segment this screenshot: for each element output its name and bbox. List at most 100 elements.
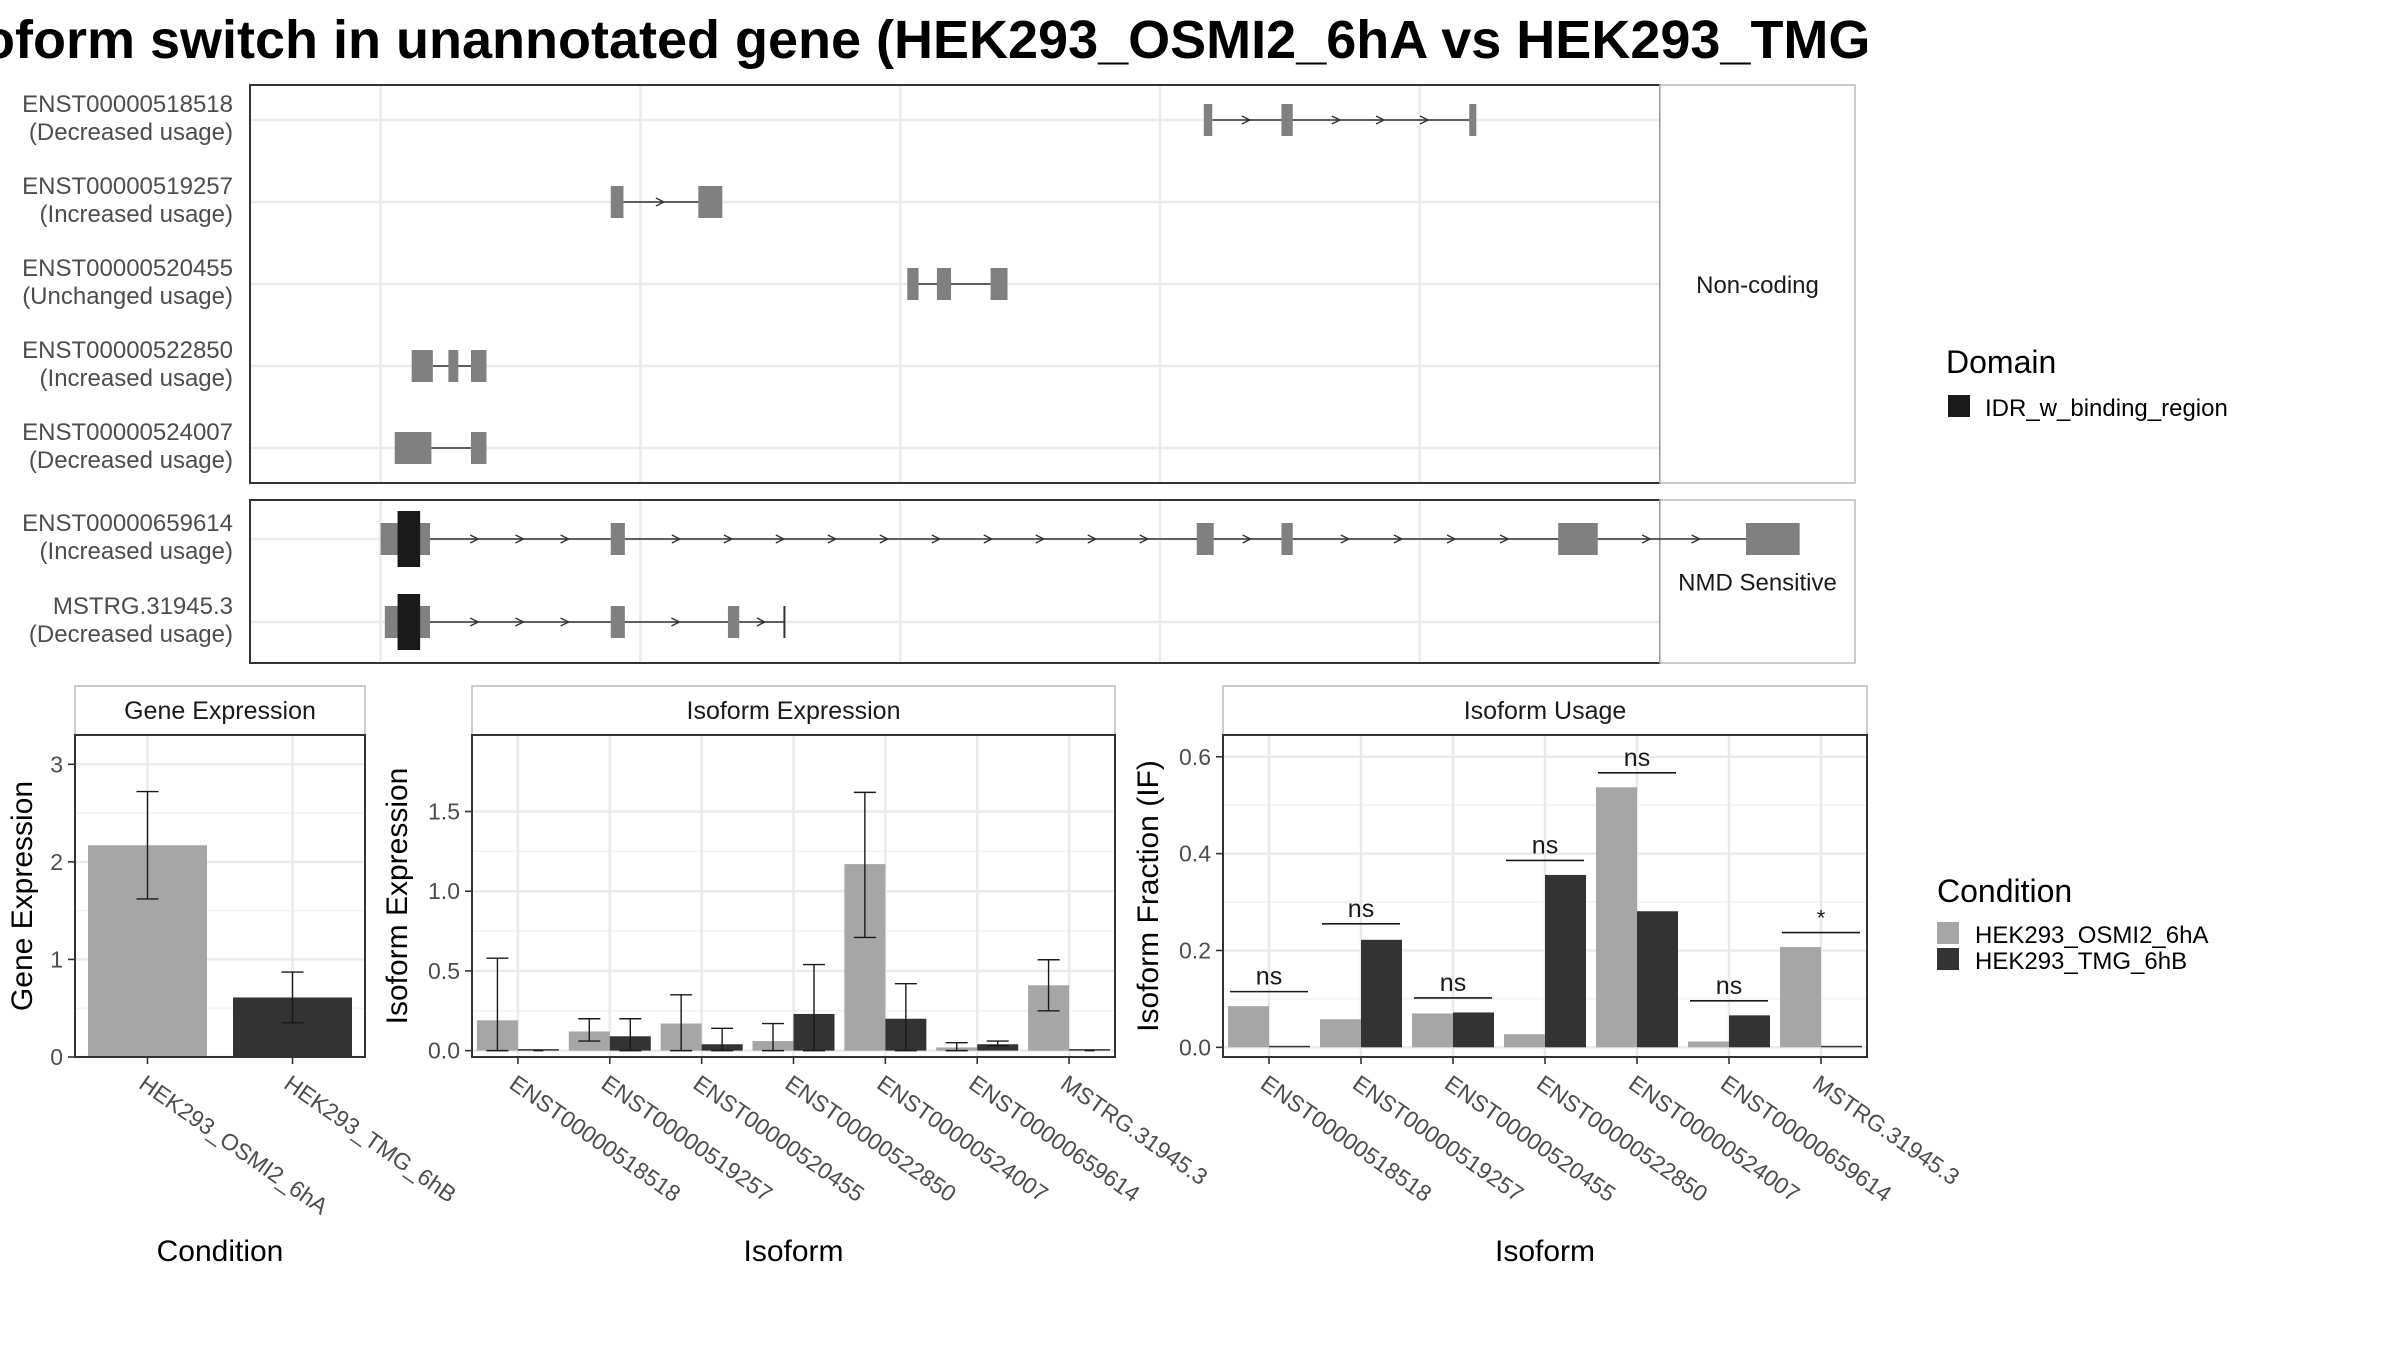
facet-strip (1659, 84, 1856, 484)
condition-legend-item: HEK293_OSMI2_6hA (1975, 922, 2208, 949)
facet-strip-label: Non-coding (1696, 272, 1819, 299)
bar (1729, 1015, 1770, 1048)
isoform-id: ENST00000520455 (22, 255, 233, 282)
bar (1596, 787, 1637, 1048)
exon-block (1196, 523, 1214, 555)
isoform-usage: (Increased usage) (40, 201, 233, 228)
exon-block (990, 268, 1008, 300)
panel-title: Isoform Expression (687, 697, 901, 725)
significance-label: ns (1256, 963, 1282, 991)
isoform-label: ENST00000520455 (Unchanged usage) (22, 255, 233, 310)
bar (1320, 1019, 1361, 1048)
x-tick-label: ENST00000524007 (872, 1070, 1052, 1207)
isoform-usage-panel: Isoform Usage ns ns ns ns ns ns * 0.0 0.2 0.4 0.6 EN… (1132, 685, 1964, 1268)
isoform-id: ENST00000522850 (22, 337, 233, 364)
exon-block (907, 268, 919, 300)
facet-strip-label: NMD Sensitive (1678, 570, 1837, 597)
strand-arrow (671, 534, 682, 544)
isoform-usage: (Decreased usage) (29, 621, 233, 648)
exon-block (470, 432, 487, 464)
isoform-label: MSTRG.31945.3 (Decreased usage) (29, 593, 233, 648)
bar (1228, 1006, 1269, 1048)
strand-arrow (1340, 534, 1351, 544)
isoform-label: ENST00000524007 (Decreased usage) (22, 419, 233, 474)
panel-strip (471, 685, 1116, 736)
y-axis-title: Isoform Expression (381, 768, 414, 1025)
y-tick-label: 0.0 (1179, 1034, 1211, 1060)
isoform-label: ENST00000518518 (Decreased usage) (22, 91, 233, 146)
strand-arrow (469, 617, 480, 627)
y-tick-label: 0.2 (1179, 937, 1211, 963)
exon-block (1746, 523, 1800, 555)
exon-block (610, 523, 625, 555)
bar (1637, 911, 1678, 1048)
strand-arrow (560, 534, 571, 544)
exon-block (1203, 104, 1213, 136)
strand-arrow (756, 617, 767, 627)
bar (1780, 947, 1821, 1048)
x-axis-title: Condition (157, 1235, 284, 1268)
isoform-usage: (Decreased usage) (29, 119, 233, 146)
strand-arrow (515, 617, 525, 627)
significance-label: ns (1440, 969, 1466, 997)
bar (1269, 1045, 1310, 1048)
exon-block (610, 606, 625, 638)
x-tick-label: ENST00000659614 (964, 1070, 1145, 1207)
x-tick-label: ENST00000520455 (689, 1070, 869, 1207)
y-tick-label: 0.4 (1179, 841, 1211, 867)
strand-arrow (1446, 534, 1457, 544)
strand-arrow (671, 617, 681, 627)
strand-arrow (1375, 115, 1386, 125)
y-tick-label: 2 (50, 849, 63, 875)
isoform-id: ENST00000518518 (22, 91, 233, 118)
y-tick-label: 0.0 (428, 1038, 460, 1064)
bar (517, 1049, 559, 1051)
isoform-label: ENST00000522850 (Increased usage) (22, 337, 233, 392)
exon-block (1558, 523, 1598, 555)
bar (1821, 1045, 1862, 1048)
isoform-expression-panel: Isoform Expression 0.0 0.5 1.0 1.5 ENST000005… (381, 685, 1212, 1268)
x-tick-label: ENST00000519257 (1348, 1070, 1528, 1207)
exon-block (1281, 523, 1293, 555)
bar (1688, 1041, 1729, 1048)
panel-title: Isoform Usage (1464, 697, 1627, 725)
panel-border (74, 734, 366, 1058)
domain-legend-title: Domain (1946, 344, 2056, 380)
strand-arrow (655, 197, 666, 207)
condition-legend-swatch (1937, 948, 1959, 970)
exon-block (394, 432, 432, 464)
x-tick-label: ENST00000522850 (1532, 1070, 1712, 1207)
strand-arrow (1139, 534, 1150, 544)
x-tick-label: MSTRG.31945.3 (1056, 1070, 1212, 1190)
x-tick-label: ENST00000522850 (781, 1070, 961, 1207)
bar (1453, 1012, 1494, 1048)
strand-arrow (723, 534, 734, 544)
bar (1361, 939, 1402, 1048)
exon-block (1281, 104, 1293, 136)
isoform-id: MSTRG.31945.3 (53, 593, 233, 620)
exon-block (411, 350, 433, 382)
exon-block (470, 350, 487, 382)
strand-arrow (827, 534, 838, 544)
x-tick-label: ENST00000659614 (1716, 1070, 1897, 1207)
significance-label: ns (1348, 895, 1374, 923)
domain-legend-item: IDR_w_binding_region (1985, 395, 2228, 422)
y-tick-label: 3 (50, 751, 63, 777)
exon-block (727, 606, 740, 638)
y-tick-label: 0.5 (428, 958, 460, 984)
strand-arrow (1087, 534, 1098, 544)
x-tick-label: ENST00000520455 (1440, 1070, 1620, 1207)
idr-domain-block (397, 594, 421, 650)
exon-block (936, 268, 952, 300)
significance-label: ns (1532, 831, 1558, 859)
strand-arrow (1419, 115, 1430, 125)
bar (1412, 1013, 1453, 1048)
structure-plot-bg (250, 500, 1660, 663)
domain-legend-swatch (1948, 395, 1970, 417)
isoform-id: ENST00000519257 (22, 173, 233, 200)
isoform-usage: (Increased usage) (40, 538, 233, 565)
panel-title: Gene Expression (124, 697, 316, 725)
isoform-id: ENST00000659614 (22, 510, 233, 537)
